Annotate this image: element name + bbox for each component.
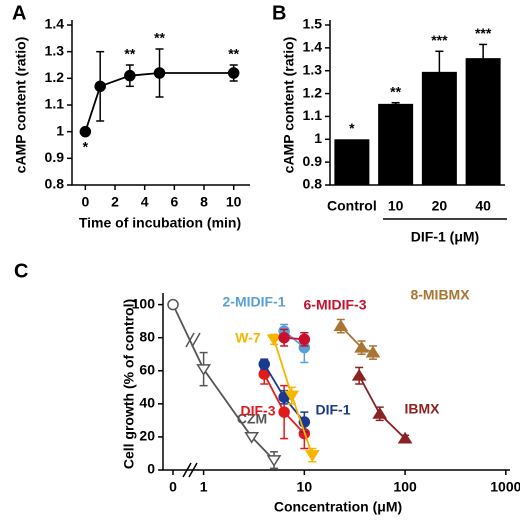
y-tick-label: 1.1 xyxy=(45,96,65,112)
y-tick-label: 20 xyxy=(139,428,155,444)
y-tick-label: 40 xyxy=(139,395,155,411)
marker xyxy=(278,406,290,418)
significance-label: ** xyxy=(154,30,165,46)
x-tick-label: 6 xyxy=(170,194,178,210)
x-tick-label: 0 xyxy=(81,194,89,210)
marker xyxy=(227,67,240,79)
x-tick-label: 100 xyxy=(393,479,417,495)
series-line xyxy=(172,304,275,461)
y-tick-label: 1.1 xyxy=(303,107,323,123)
marker xyxy=(196,364,211,376)
marker xyxy=(284,390,300,403)
series-label: W-7 xyxy=(235,330,261,346)
y-tick-label: 0.9 xyxy=(45,149,65,165)
marker xyxy=(304,450,320,462)
x-axis-label: Concentration (μM) xyxy=(274,499,402,515)
marker xyxy=(397,431,413,444)
panel-label: C xyxy=(14,260,28,282)
y-axis-label: cAMP content (ratio) xyxy=(281,37,297,174)
series-label: DIF-1 xyxy=(316,402,351,418)
significance-label: * xyxy=(349,120,355,136)
marker xyxy=(266,334,282,347)
bar xyxy=(465,58,501,186)
y-tick-label: 1 xyxy=(314,130,322,146)
significance-label: *** xyxy=(475,25,492,41)
series-label: 6-MIDIF-3 xyxy=(304,297,367,313)
y-tick-label: 100 xyxy=(132,295,156,311)
y-tick-label: 1.2 xyxy=(303,84,323,100)
series-label: 8-MIBMX xyxy=(410,287,470,303)
marker xyxy=(258,358,271,370)
marker xyxy=(354,340,369,353)
significance-label: * xyxy=(83,138,89,154)
significance-label: *** xyxy=(431,32,448,48)
x-axis-label: DIF-1 (μM) xyxy=(411,229,479,245)
y-tick-label: 0.9 xyxy=(303,153,323,169)
panel-label: B xyxy=(272,2,286,24)
y-tick-label: 1.2 xyxy=(45,69,65,85)
x-tick-label: 0 xyxy=(169,479,177,495)
y-tick-label: 0 xyxy=(147,461,155,477)
marker xyxy=(124,69,136,82)
panel-label: A xyxy=(12,2,26,24)
x-tick-label: 20 xyxy=(432,198,448,214)
x-tick-label: 1000 xyxy=(490,479,520,495)
x-tick-label: 10 xyxy=(297,479,313,495)
x-tick-label: 40 xyxy=(475,198,491,214)
y-tick-label: 1.3 xyxy=(303,61,323,77)
marker xyxy=(167,298,179,311)
y-tick-label: 1 xyxy=(56,122,64,138)
marker xyxy=(266,455,282,467)
y-tick-label: 60 xyxy=(139,361,155,377)
marker xyxy=(298,333,311,346)
marker xyxy=(365,345,381,358)
significance-label: ** xyxy=(390,83,401,99)
marker xyxy=(244,431,260,444)
marker xyxy=(278,331,290,344)
marker xyxy=(94,80,106,93)
y-tick-label: 1.4 xyxy=(303,39,323,55)
y-tick-label: 1.5 xyxy=(303,16,323,32)
y-axis-label: Cell growth (% of control) xyxy=(121,299,137,469)
x-tick-label: 10 xyxy=(226,194,242,210)
y-tick-label: 1.4 xyxy=(45,16,65,32)
marker xyxy=(372,406,388,419)
y-tick-label: 0.8 xyxy=(45,176,65,192)
significance-label: ** xyxy=(124,46,135,62)
marker xyxy=(153,67,166,79)
marker xyxy=(351,368,367,381)
marker xyxy=(79,125,92,138)
series-label: CZM xyxy=(237,411,267,427)
y-axis-label: cAMP content (ratio) xyxy=(13,37,29,174)
x-axis-label: Time of incubation (min) xyxy=(79,215,241,231)
series-label: IBMX xyxy=(405,401,441,417)
significance-label: ** xyxy=(228,46,239,62)
x-tick-label: 1 xyxy=(200,479,208,495)
x-tick-label: 4 xyxy=(141,194,149,210)
x-tick-label: 10 xyxy=(388,198,404,214)
bar xyxy=(378,103,414,185)
y-tick-label: 80 xyxy=(139,328,155,344)
x-tick-label: 2 xyxy=(111,194,119,210)
marker xyxy=(333,319,349,332)
x-tick-label: 8 xyxy=(200,194,208,210)
series-label: DIF-3 xyxy=(241,403,276,419)
bar xyxy=(334,139,370,185)
y-tick-label: 0.8 xyxy=(303,176,323,192)
x-tick-label: Control xyxy=(327,198,377,214)
axis-line xyxy=(162,293,510,471)
series-label: 2-MIDIF-1 xyxy=(223,294,286,310)
y-tick-label: 1.3 xyxy=(45,42,65,58)
